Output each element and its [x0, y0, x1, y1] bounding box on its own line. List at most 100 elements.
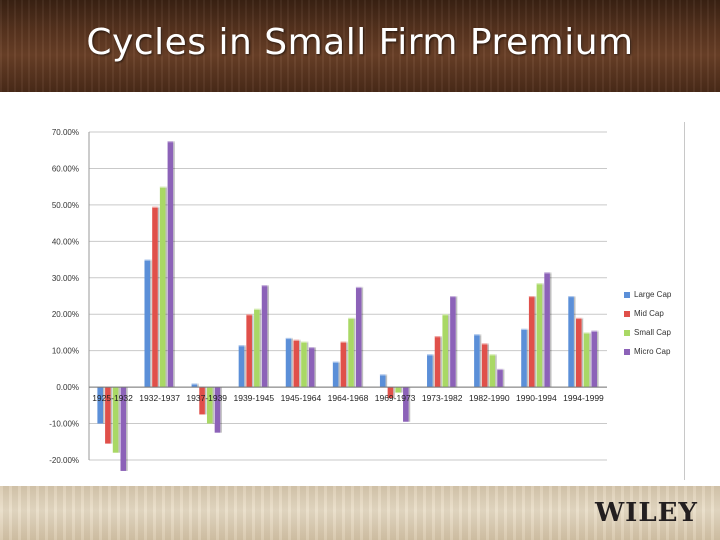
bar	[379, 374, 386, 388]
bar	[583, 332, 590, 388]
bar-shadow	[455, 296, 458, 388]
bar-shadow	[165, 186, 168, 388]
bar-shadow	[549, 272, 552, 388]
bar-highlight	[152, 206, 160, 208]
legend-swatch	[624, 348, 630, 355]
legend-item: Mid Cap	[624, 304, 682, 323]
y-tick-label: -20.00%	[49, 456, 79, 465]
bar	[450, 296, 456, 388]
bar	[97, 387, 103, 424]
bar-highlight	[591, 330, 599, 332]
bar	[521, 328, 527, 388]
bar-highlight	[254, 308, 262, 310]
bar	[576, 317, 582, 388]
bar-highlight	[474, 334, 482, 336]
bar-highlight	[434, 336, 442, 338]
bar	[246, 314, 252, 388]
legend-item: Small Cap	[624, 323, 682, 342]
bar-shadow	[197, 383, 199, 388]
bar-shadow	[440, 336, 442, 388]
bar-highlight	[144, 259, 152, 261]
bar-highlight	[583, 332, 591, 334]
bar-shadow	[306, 341, 309, 388]
legend-swatch	[624, 291, 630, 298]
bar	[144, 259, 151, 388]
bar	[254, 308, 260, 388]
bar-highlight	[293, 339, 301, 341]
bar-highlight	[238, 345, 246, 347]
legend-swatch	[624, 329, 630, 336]
bar	[536, 283, 543, 388]
legend-item: Micro Cap	[624, 342, 682, 361]
bar-highlight	[348, 317, 356, 320]
x-tick-label: 1982-1990	[469, 393, 510, 403]
y-tick-label: 20.00%	[52, 310, 79, 319]
bar-chart: 70.00% 60.00% 50.00% 40.00% 30.00% 20.00% 10.0…	[49, 128, 607, 471]
legend-label: Small Cap	[634, 328, 671, 337]
bar-shadow	[542, 283, 544, 388]
legend-label: Mid Cap	[634, 309, 664, 318]
bar-shadow	[102, 387, 105, 424]
x-tick-label: 1939-1945	[233, 393, 274, 403]
y-tick-label: -10.00%	[49, 420, 79, 429]
bar-shadow	[502, 368, 505, 388]
x-tick-label: 1994-1999	[563, 393, 604, 403]
bar-highlight	[536, 283, 544, 285]
y-tick-label: 40.00%	[52, 237, 79, 246]
bar-shadow	[448, 314, 450, 388]
bar	[348, 317, 354, 388]
x-tick-label: 1969-1973	[375, 393, 416, 403]
bar	[112, 387, 119, 453]
bar	[120, 387, 127, 471]
bar	[591, 330, 598, 388]
bar	[528, 296, 535, 388]
bar-shadow	[597, 330, 599, 388]
bar	[387, 387, 394, 399]
bar-shadow	[385, 374, 388, 388]
bar	[489, 354, 496, 388]
bar-shadow	[291, 337, 293, 388]
bar	[199, 387, 205, 415]
bar-highlight	[261, 285, 269, 287]
bar	[261, 285, 268, 388]
bar	[427, 354, 433, 388]
x-tick-label: 1964-1968	[328, 393, 369, 403]
bar-shadow	[173, 141, 175, 388]
bar-shadow	[495, 354, 497, 388]
bar-shadow	[157, 206, 160, 388]
bar-highlight	[355, 286, 364, 289]
bar-shadow	[487, 343, 490, 388]
bar-shadow	[581, 317, 584, 388]
bar-shadow	[212, 387, 215, 424]
bar-shadow	[393, 387, 395, 399]
bar-shadow	[118, 387, 120, 453]
bar-highlight	[489, 354, 497, 356]
bar	[434, 336, 441, 388]
bar-highlight	[340, 341, 348, 343]
bar	[167, 141, 174, 388]
y-tick-label: 10.00%	[52, 347, 79, 356]
bar	[105, 387, 111, 444]
bar-shadow	[299, 339, 301, 388]
bar-highlight	[167, 141, 175, 143]
bar-highlight	[528, 296, 537, 298]
bar-shadow	[110, 387, 113, 444]
bar-shadow	[150, 259, 152, 388]
bar-highlight	[191, 383, 199, 385]
x-tick-label: 1945-1964	[281, 393, 322, 403]
bar-highlight	[481, 343, 490, 345]
bar	[238, 345, 245, 388]
bar	[308, 347, 315, 388]
chart-legend: Large Cap Mid Cap Small Cap Micro Cap	[624, 285, 682, 361]
bar	[301, 341, 307, 388]
bar	[293, 339, 300, 388]
bar-shadow	[534, 296, 537, 388]
bar-highlight	[576, 317, 584, 320]
bar	[497, 368, 503, 388]
chart-container: 70.00% 60.00% 50.00% 40.00% 30.00% 20.00% 10.0…	[36, 122, 685, 480]
bar-highlight	[568, 296, 576, 298]
x-tick-label: 1990-1994	[516, 393, 557, 403]
bar-shadow	[126, 387, 128, 471]
legend-label: Large Cap	[634, 290, 672, 299]
bar	[568, 296, 574, 388]
